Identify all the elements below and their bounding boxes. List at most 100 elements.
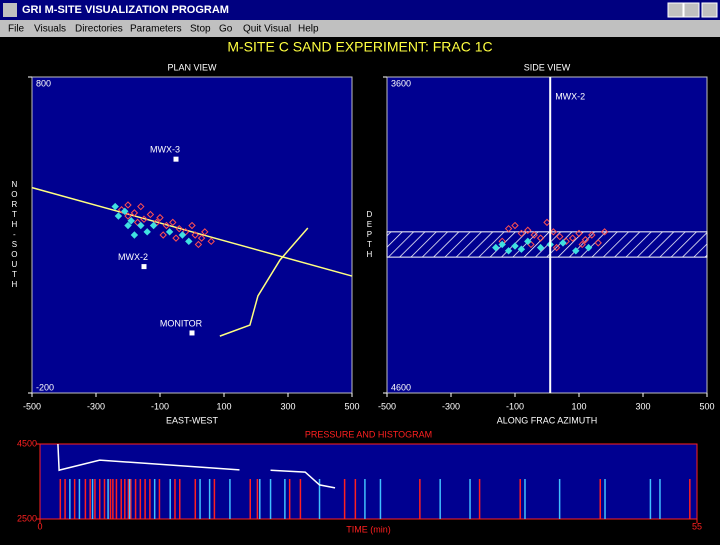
menu: File Visuals Directories Parameters Stop Go Qu… [8,24,319,35]
line [31,186,353,277]
event-point [137,221,145,230]
app-icon[interactable] [3,3,17,17]
event-point [188,221,196,230]
event-point [124,212,132,220]
x-tick-label: 300 [280,401,295,411]
x-axis-label: EAST-WEST [166,415,219,425]
event-point [568,234,577,242]
chart-title: PLAN VIEW [167,62,217,72]
event-point [524,226,532,234]
event-point [578,240,586,249]
y-axis-label: DEPTH [365,210,374,260]
well-label: MWX-2 [118,252,148,262]
event-point [127,217,135,225]
event-point [194,240,203,249]
maximize-button[interactable] [683,2,700,18]
menu-item[interactable]: Help [298,24,319,35]
plot-area [39,443,698,520]
event-point [536,234,545,242]
event-point [556,232,564,241]
x-tick-label: 100 [216,401,231,411]
line [219,227,309,337]
x-tick-label: 500 [699,401,714,411]
y-tick-label: 800 [36,78,51,88]
chart-title: SIDE VIEW [524,62,571,72]
event-point [581,236,590,244]
event-point [197,234,206,242]
event-point [140,215,148,223]
chart-title: PRESSURE AND HISTOGRAM [305,429,432,439]
y-tick-label: 3600 [391,78,411,88]
event-point [146,210,155,219]
window-title: GRI M-SITE VISUALIZATION PROGRAM [22,4,229,16]
event-point [559,239,567,247]
close-button[interactable] [701,2,718,18]
menu-item[interactable]: Quit Visual [243,24,291,35]
event-point [130,231,139,239]
event-point [530,231,538,239]
event-point [165,228,174,236]
x-tick-label: 500 [344,401,359,411]
x-tick-label: -300 [87,401,105,411]
event-point [201,228,209,236]
event-point [156,213,164,222]
well-label: MWX-3 [150,145,180,155]
main-title: M-SITE C SAND EXPERIMENT: FRAC 1C [227,39,492,55]
menu-item[interactable]: File [8,24,25,35]
event-point [588,231,596,239]
event-point [572,247,580,255]
well-label: MONITOR [160,318,203,328]
y-axis-label: NORTH-SOUTH [10,180,19,290]
y-tick-label: 4500 [17,438,37,448]
x-tick-label: 55 [692,521,702,531]
event-point [600,228,609,236]
event-point [594,239,602,247]
event-point [492,243,500,252]
menu-item[interactable]: Visuals [34,24,66,35]
well-marker [141,264,147,270]
event-point [162,221,171,230]
event-point [504,224,513,233]
event-point [117,206,126,214]
event-point [169,218,177,227]
event-point [562,237,570,246]
event-point [504,247,513,255]
x-tick-label: -500 [378,401,396,411]
event-point [536,243,545,252]
menu-item[interactable]: Stop [190,24,211,35]
minimize-button[interactable] [667,2,684,18]
menu-item[interactable]: Go [219,24,233,35]
y-tick-label: 4600 [391,382,411,392]
y-tick-label: 2500 [17,513,37,523]
x-axis-label: ALONG FRAC AZIMUTH [497,415,598,425]
event-point [178,231,187,239]
event-point [172,234,180,242]
x-tick-label: -100 [506,401,524,411]
x-axis-label: TIME (min) [346,524,391,534]
event-point [511,242,519,250]
well-marker [189,330,195,336]
event-point [575,229,583,238]
event-point [549,228,558,236]
event-point [143,228,151,236]
event-point [543,218,551,227]
menu-item[interactable]: Parameters [130,24,182,35]
x-tick-label: 300 [635,401,650,411]
event-point [584,243,593,252]
event-point [111,202,119,211]
event-point [498,240,506,249]
x-tick-label: 0 [37,521,42,531]
line [57,443,336,489]
menu-item[interactable]: Directories [75,24,123,35]
event-point [185,237,193,246]
event-point [114,212,123,220]
x-tick-label: 100 [571,401,586,411]
event-point [191,231,199,239]
title-bar [0,0,720,20]
event-point [511,221,519,230]
menu-bar [0,20,720,37]
event-point [124,201,132,209]
y-tick-label: -200 [36,382,54,392]
event-point [137,202,145,211]
